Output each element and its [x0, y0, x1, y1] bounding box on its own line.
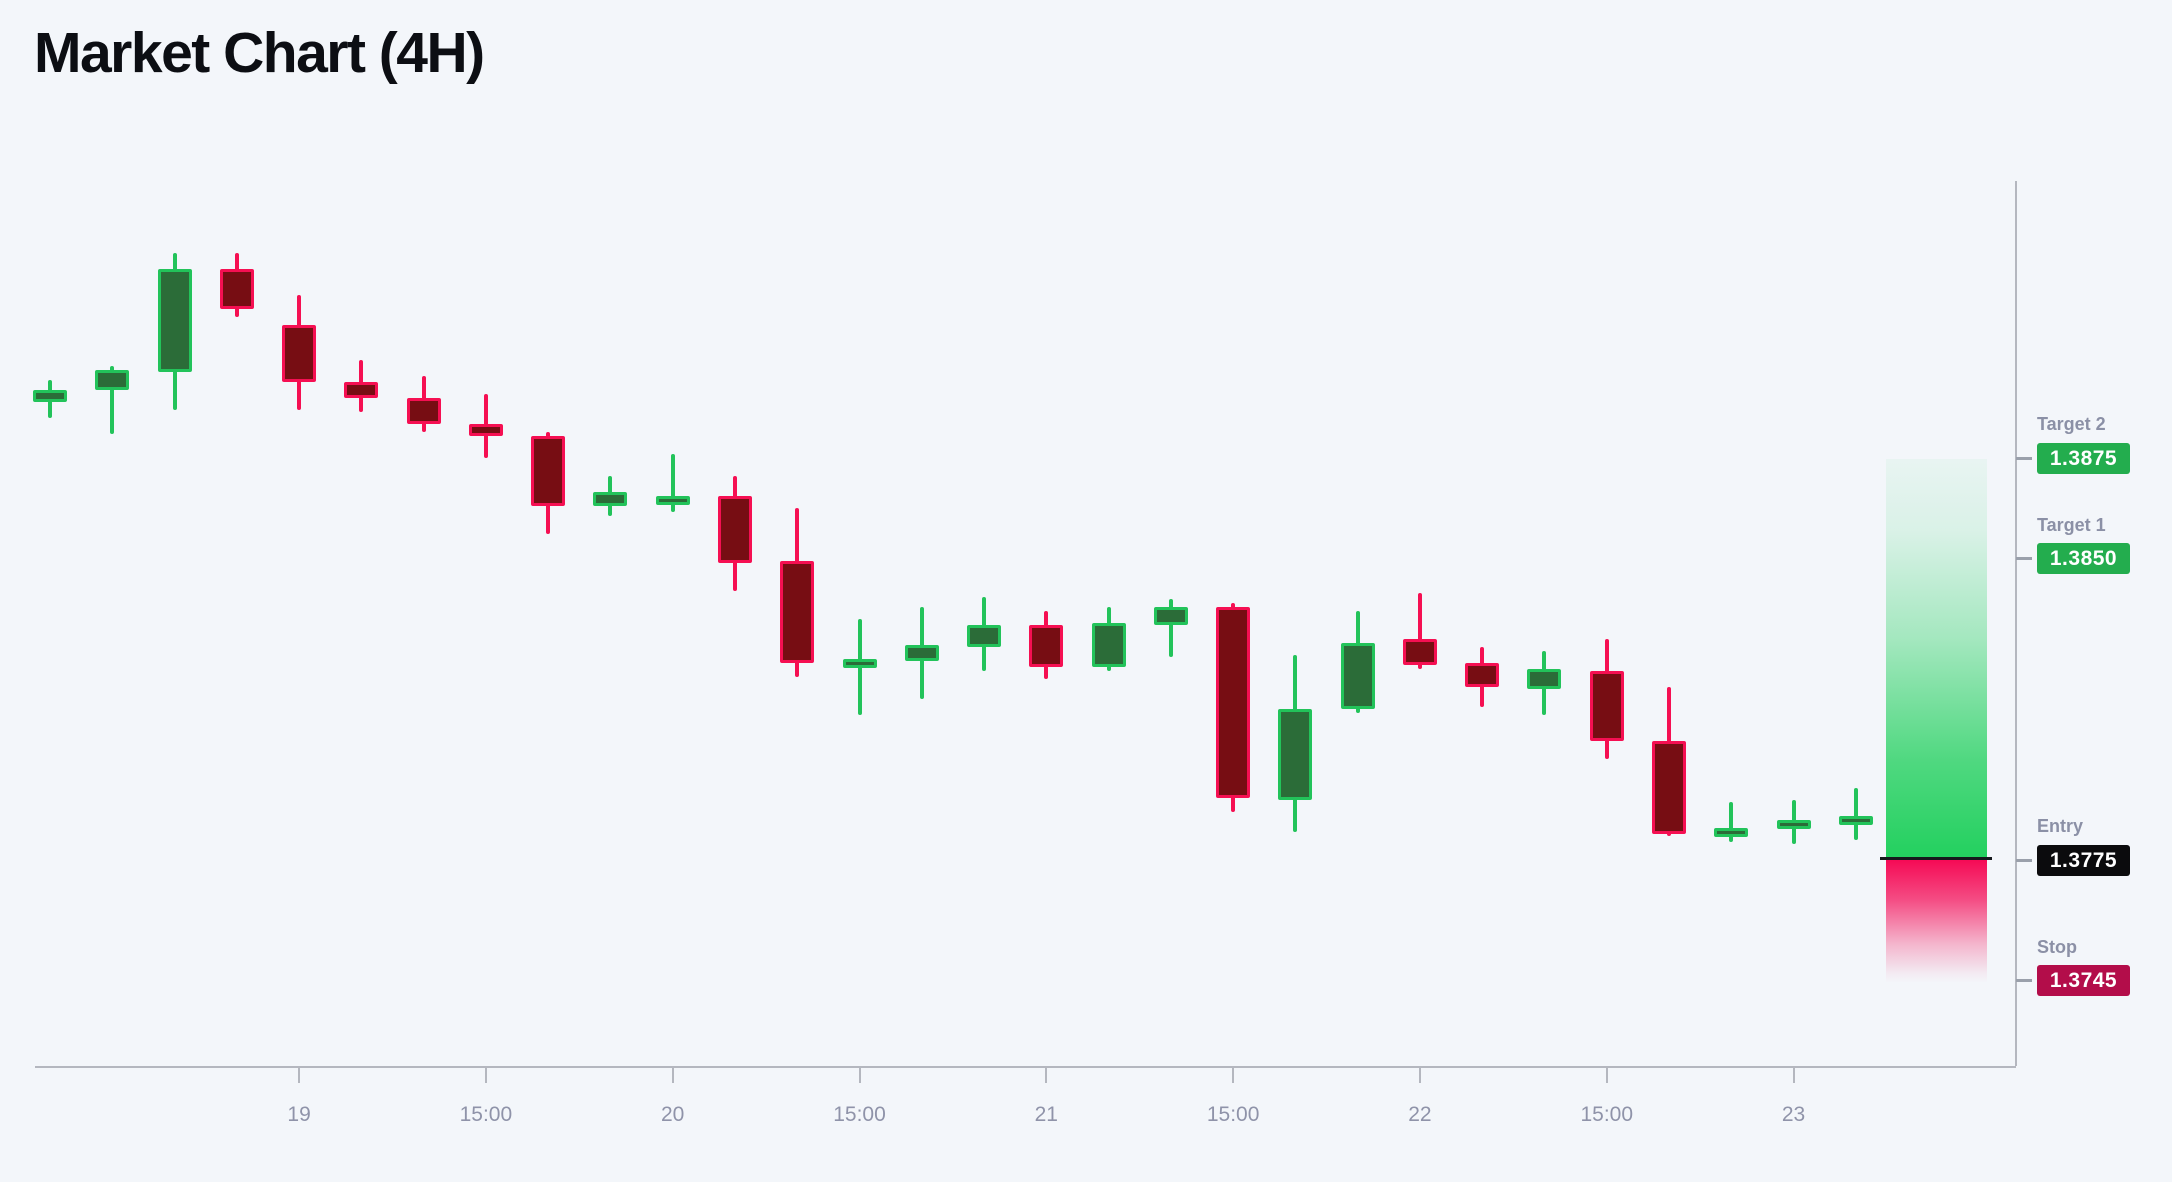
entry-label: Entry — [2037, 816, 2084, 836]
candle[interactable] — [1714, 827, 1749, 837]
x-axis-tick — [1418, 1066, 1421, 1083]
x-axis-label: 20 — [661, 1103, 685, 1126]
candle[interactable] — [468, 423, 503, 436]
candle[interactable] — [1465, 663, 1500, 688]
target2-label: Target 2 — [2037, 414, 2106, 434]
entry-price-line[interactable] — [1880, 857, 1992, 860]
target2-price-badge[interactable]: 1.3875 — [2037, 442, 2130, 474]
reward-zone — [1886, 459, 1987, 860]
x-axis-tick — [298, 1066, 301, 1083]
candle[interactable] — [95, 369, 130, 390]
candle-wick — [670, 453, 675, 513]
candle[interactable] — [655, 496, 690, 506]
candle[interactable] — [1216, 606, 1251, 798]
target1-axis-tick — [2016, 557, 2032, 560]
x-axis-tick — [1232, 1066, 1235, 1083]
x-axis-label: 23 — [1781, 1103, 1806, 1126]
candle[interactable] — [1091, 622, 1126, 668]
stop-axis-tick — [2016, 979, 2032, 983]
x-axis-label: 15:00 — [833, 1103, 886, 1126]
candle[interactable] — [33, 389, 67, 402]
candle[interactable] — [842, 659, 877, 668]
target2-axis-tick — [2016, 456, 2032, 460]
entry-axis-tick — [2016, 858, 2032, 862]
candle-wick — [1168, 598, 1173, 657]
stop-label: Stop — [2037, 936, 2077, 957]
candle[interactable] — [967, 624, 1002, 647]
price-axis-line — [2015, 181, 2017, 1066]
x-axis-tick — [858, 1066, 861, 1083]
candle[interactable] — [904, 644, 939, 661]
x-axis-tick — [1792, 1066, 1795, 1083]
candle[interactable] — [780, 560, 815, 663]
candle[interactable] — [157, 269, 192, 372]
candle[interactable] — [406, 397, 441, 424]
candle[interactable] — [593, 492, 628, 507]
x-axis-label: 22 — [1408, 1103, 1432, 1126]
x-axis-label: 15:00 — [1580, 1103, 1634, 1126]
x-axis-label: 15:00 — [459, 1103, 513, 1126]
candle[interactable] — [1402, 638, 1437, 666]
target1-price-badge[interactable]: 1.3850 — [2037, 543, 2130, 574]
candle-wick — [1729, 801, 1734, 842]
candle[interactable] — [1838, 815, 1873, 825]
x-axis-tick — [484, 1066, 487, 1083]
x-axis-label: 19 — [287, 1103, 311, 1126]
target1-label: Target 1 — [2037, 514, 2106, 535]
x-axis-tick — [671, 1066, 674, 1083]
entry-price-badge[interactable]: 1.3775 — [2037, 844, 2130, 876]
x-axis-tick — [1605, 1066, 1608, 1083]
candle[interactable] — [1340, 642, 1375, 710]
candle[interactable] — [531, 435, 566, 507]
candle[interactable] — [1527, 669, 1562, 690]
page-title: Market Chart (4H) — [34, 21, 485, 85]
candle[interactable] — [1776, 819, 1811, 829]
candle[interactable] — [717, 496, 752, 563]
x-axis-label: 21 — [1034, 1103, 1058, 1126]
candle[interactable] — [344, 381, 379, 398]
stop-price-badge[interactable]: 1.3745 — [2037, 965, 2130, 997]
candle[interactable] — [282, 325, 317, 382]
x-axis-tick — [1045, 1066, 1048, 1083]
candle-wick — [110, 365, 115, 434]
candle-wick — [1853, 787, 1858, 840]
time-axis-line — [35, 1066, 2016, 1068]
candle-wick — [1417, 592, 1422, 670]
x-axis-label: 15:00 — [1206, 1103, 1260, 1126]
risk-zone — [1886, 860, 1987, 983]
candle[interactable] — [1589, 671, 1624, 742]
candle[interactable] — [1278, 709, 1313, 800]
candle[interactable] — [1153, 606, 1188, 625]
candle[interactable] — [1029, 624, 1064, 668]
candle[interactable] — [219, 269, 254, 310]
candle[interactable] — [1652, 741, 1687, 834]
